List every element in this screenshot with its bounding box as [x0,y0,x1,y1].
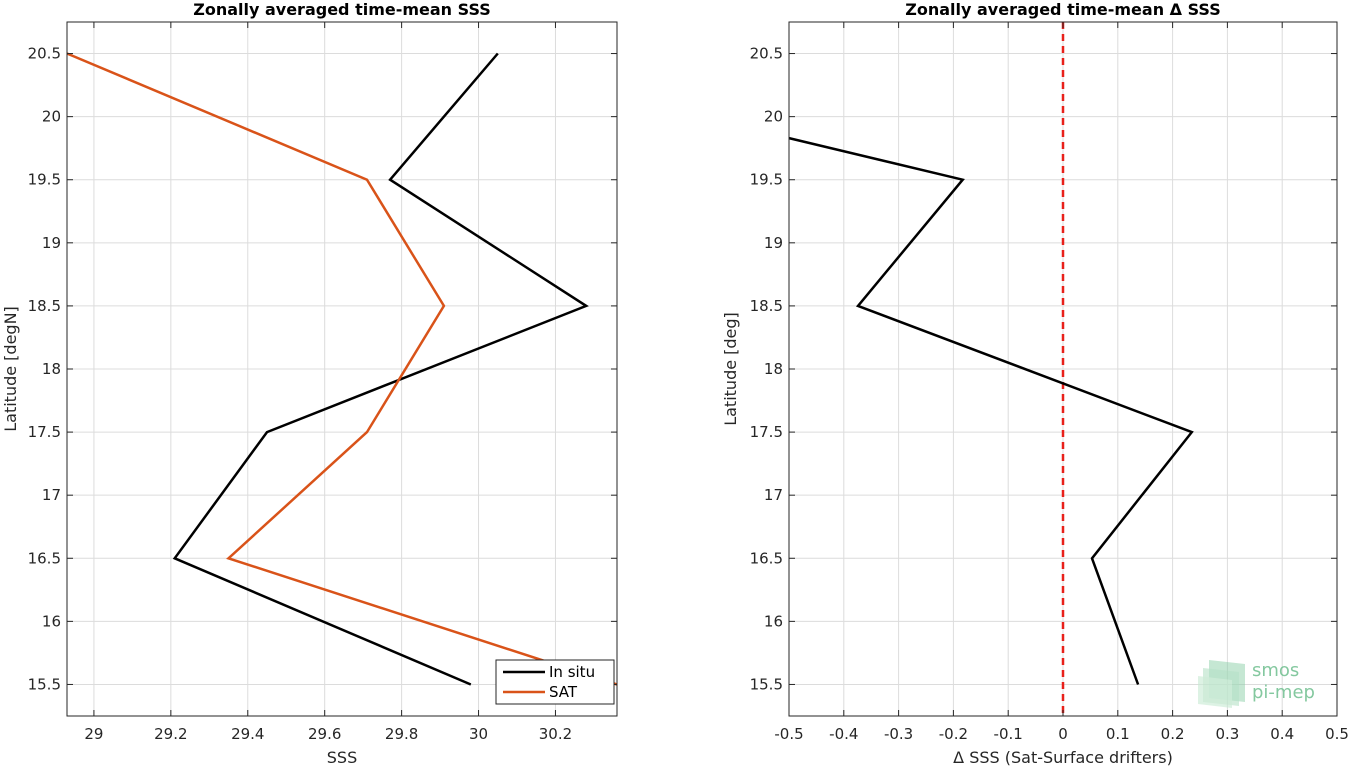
right-y-tick-label: 18.5 [750,297,783,315]
left-y-tick-label: 20.5 [28,45,61,63]
legend-box [495,659,615,705]
left-x-tick-label: 30.2 [539,725,572,743]
left-x-tick-label: 29 [84,725,103,743]
left-y-tick-label: 17.5 [28,423,61,441]
left-y-tick-label: 17 [42,486,61,504]
left-x-tick-label: 29.8 [385,725,418,743]
watermark-text-line2: pi-mep [1252,682,1315,703]
series-line-sat [66,52,618,686]
left-y-axis-label: Latitude [degN] [1,306,20,432]
right-x-tick-label: 0.4 [1270,725,1294,743]
left-y-tick-label: 19.5 [28,171,61,189]
right-y-tick-label: 15.5 [750,675,783,693]
right-y-tick-label: 17.5 [750,423,783,441]
left-y-tick-label: 18.5 [28,297,61,315]
right-y-tick-label: 20 [764,108,783,126]
right-x-tick-label: 0.5 [1325,725,1349,743]
left-chart-panel: 29 29.2 29.4 29.6 29.8 30 30.2 15.5 16 16.5 17 17.5… [1,0,618,766]
left-x-tick-label: 29.4 [231,725,264,743]
right-chart-title: Zonally averaged time-mean Δ SSS [905,0,1221,19]
legend-label-sat: SAT [549,683,578,701]
right-x-axis-label: Δ SSS (Sat-Surface drifters) [953,748,1173,766]
series-line-delta-sss [788,136,1194,685]
right-chart-panel: -0.5 -0.4 -0.3 -0.2 -0.1 0 0.1 0.2 0.3 0.4 0.5 15.5… [721,0,1349,766]
right-series-lines [788,22,1194,716]
left-y-tick-label: 15.5 [28,675,61,693]
right-x-tick-label: -0.2 [939,725,968,743]
right-x-tick-label: 0 [1058,725,1068,743]
left-y-tick-label: 19 [42,234,61,252]
series-line-in-situ [172,52,589,686]
right-x-tick-label: -0.3 [884,725,913,743]
right-x-tick-label: -0.5 [774,725,803,743]
right-y-axis-label: Latitude [deg] [721,312,740,426]
left-y-tick-label: 16.5 [28,549,61,567]
legend-label-in-situ: In situ [549,663,595,681]
left-y-tick-label: 16 [42,612,61,630]
right-tick-labels: -0.5 -0.4 -0.3 -0.2 -0.1 0 0.1 0.2 0.3 0.4 0.5 15.5… [750,22,1349,743]
left-x-tick-label: 29.6 [308,725,341,743]
right-x-tick-label: 0.3 [1215,725,1239,743]
left-tick-labels: 29 29.2 29.4 29.6 29.8 30 30.2 15.5 16 16.5 17 17.5… [28,22,617,743]
left-gridlines [67,22,617,716]
right-x-tick-label: 0.1 [1106,725,1130,743]
right-y-tick-label: 19 [764,234,783,252]
right-y-tick-label: 20.5 [750,45,783,63]
left-chart-title: Zonally averaged time-mean SSS [193,0,491,19]
legend: In situ SAT [495,659,615,705]
right-y-tick-label: 18 [764,360,783,378]
right-y-tick-label: 16 [764,612,783,630]
right-y-tick-label: 16.5 [750,549,783,567]
right-y-tick-label: 17 [764,486,783,504]
left-series-lines [66,52,618,686]
watermark-text-line1: smos [1252,660,1299,681]
right-x-tick-label: 0.2 [1161,725,1185,743]
right-x-tick-label: -0.4 [829,725,858,743]
smos-pi-mep-watermark: smos pi-mep [1198,660,1315,708]
left-x-axis-label: SSS [327,748,357,766]
right-y-tick-label: 19.5 [750,171,783,189]
left-x-tick-label: 30 [469,725,488,743]
left-x-tick-label: 29.2 [154,725,187,743]
left-y-tick-label: 18 [42,360,61,378]
left-y-tick-label: 20 [42,108,61,126]
watermark-logo-shape-front [1198,676,1232,708]
right-x-tick-label: -0.1 [994,725,1023,743]
